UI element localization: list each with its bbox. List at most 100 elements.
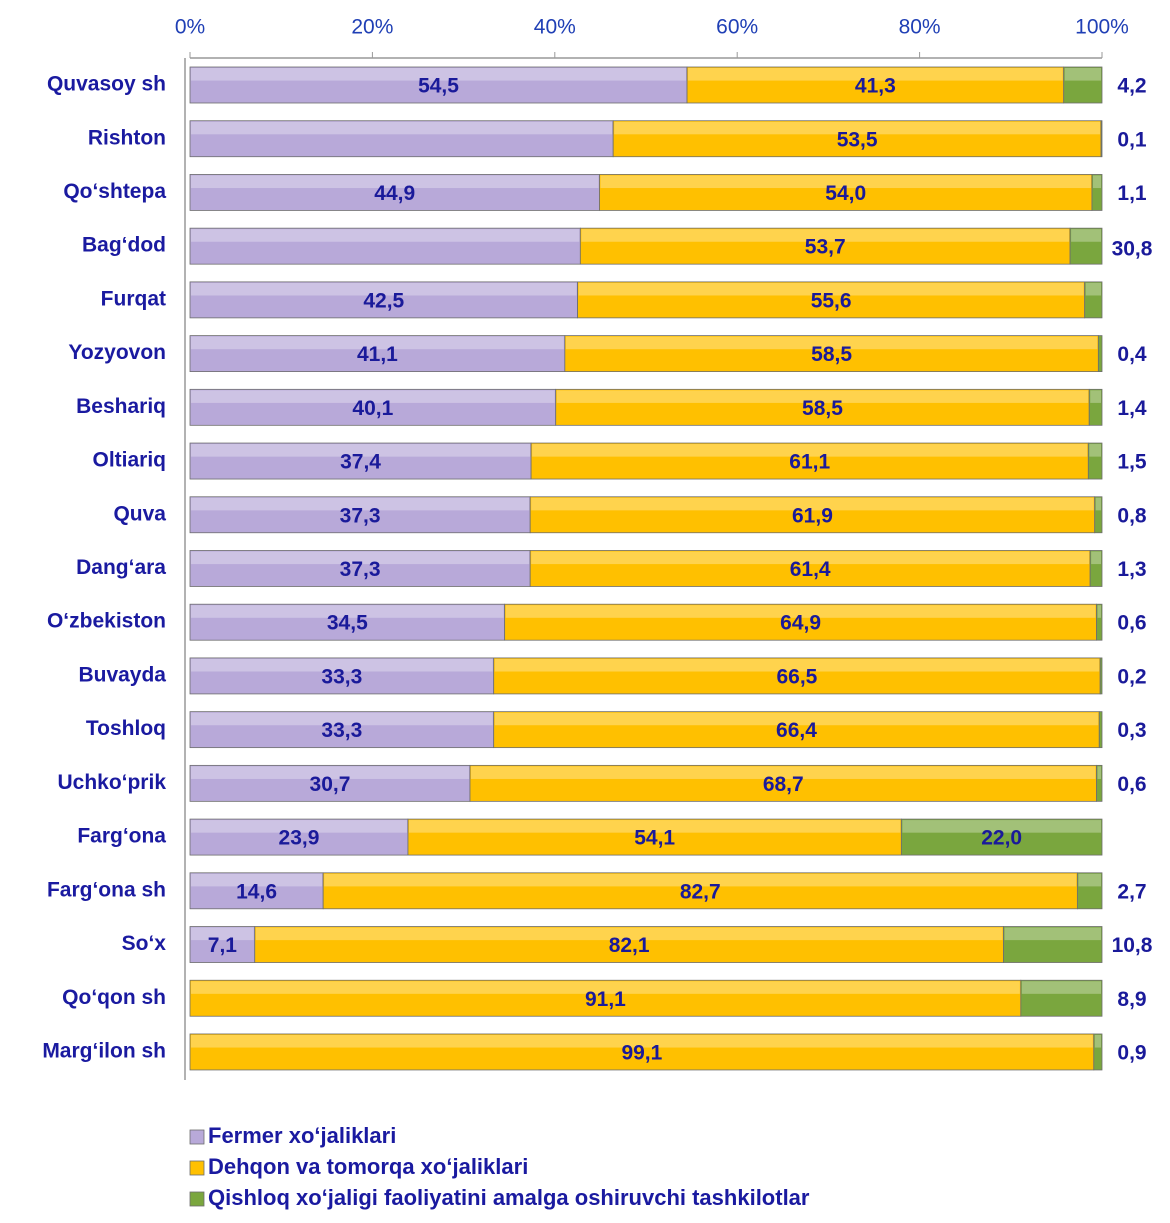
- bar-segment: [407, 818, 902, 856]
- data-label: 68,7: [763, 773, 804, 796]
- bar-highlight: [1064, 68, 1101, 81]
- category-label: Dang‘ara: [76, 556, 166, 579]
- data-label: 58,5: [802, 397, 843, 420]
- bar-segment: [1076, 872, 1103, 910]
- data-label: 66,5: [776, 665, 817, 688]
- data-label: 14,6: [236, 880, 277, 903]
- bar-segment: [322, 872, 1078, 910]
- bar-highlight: [1094, 1034, 1101, 1048]
- data-label: 58,5: [811, 343, 852, 366]
- data-label: 0,6: [1117, 612, 1146, 635]
- bar-segment: [189, 818, 409, 856]
- category-label: Qo‘shtepa: [63, 180, 166, 203]
- data-label: 1,3: [1117, 558, 1146, 581]
- data-label: 54,1: [634, 827, 675, 850]
- bar-highlight: [408, 820, 901, 833]
- bar-highlight: [1097, 605, 1101, 618]
- bar-segment: [599, 174, 1093, 211]
- bar-segment: [254, 926, 1004, 963]
- legend-swatch: [189, 1160, 205, 1176]
- bar-highlight: [1091, 551, 1101, 565]
- data-label: 61,1: [789, 451, 830, 474]
- bar-segment: [189, 872, 324, 910]
- category-label: Farg‘ona sh: [47, 878, 166, 901]
- bar-highlight: [191, 1034, 1093, 1048]
- data-label: 8,9: [1117, 988, 1146, 1011]
- bar-highlight: [531, 551, 1090, 565]
- bar-highlight: [505, 605, 1096, 618]
- data-label: 44,9: [374, 182, 415, 205]
- bar-segment: [900, 818, 1103, 856]
- data-label: 40,1: [352, 397, 393, 420]
- bar-highlight: [191, 121, 613, 135]
- legend-swatch: [189, 1129, 205, 1145]
- bar-highlight: [255, 927, 1003, 941]
- bar-segment: [1063, 66, 1103, 104]
- data-label: 0,3: [1117, 719, 1146, 742]
- data-label: 23,9: [279, 827, 320, 850]
- bar-highlight: [1021, 981, 1101, 994]
- bar-segment: [1091, 174, 1103, 211]
- bar-highlight: [191, 229, 580, 242]
- data-label: 0,8: [1117, 504, 1147, 527]
- bar-highlight: [1078, 873, 1101, 887]
- bar-segment: [1096, 764, 1103, 802]
- bar-highlight: [191, 927, 254, 941]
- bar-segment: [189, 711, 495, 749]
- bar-segment: [555, 388, 1090, 426]
- bar-highlight: [532, 444, 1088, 457]
- x-tick-label: 0%: [175, 16, 205, 39]
- data-label: 1,1: [1117, 182, 1147, 205]
- data-label: 22,0: [981, 827, 1022, 850]
- bar-highlight: [614, 121, 1101, 135]
- bar-highlight: [494, 712, 1099, 726]
- bar-highlight: [191, 712, 493, 726]
- bar-segment: [529, 550, 1091, 587]
- bar-segment: [189, 764, 471, 802]
- bar-segment: [530, 442, 1089, 480]
- bar-highlight: [191, 658, 493, 672]
- bar-segment: [1084, 281, 1103, 319]
- bar-segment: [189, 979, 1022, 1017]
- category-label: Quva: [113, 502, 166, 525]
- bar-segment: [1099, 657, 1103, 695]
- bar-highlight: [600, 175, 1091, 189]
- category-label: Toshloq: [86, 717, 166, 740]
- bar-segment: [1097, 335, 1103, 373]
- data-label: 54,0: [825, 182, 866, 205]
- data-label: 33,3: [321, 719, 362, 742]
- bar-highlight: [191, 605, 504, 618]
- data-label: 55,6: [811, 289, 852, 312]
- data-label: 91,1: [585, 988, 626, 1011]
- x-tick-label: 40%: [534, 16, 576, 39]
- bar-segment: [529, 496, 1096, 534]
- bar-highlight: [688, 68, 1063, 81]
- data-label: 7,1: [208, 934, 238, 957]
- bar-segment: [189, 66, 688, 104]
- bar-highlight: [191, 175, 599, 189]
- bar-highlight: [191, 444, 531, 457]
- bar-segment: [1096, 603, 1103, 641]
- bar-segment: [189, 120, 614, 158]
- bar-highlight: [1092, 175, 1101, 189]
- category-label: O‘zbekiston: [47, 610, 166, 633]
- bar-segment: [612, 120, 1102, 158]
- bar-segment: [189, 550, 531, 587]
- bar-highlight: [191, 551, 530, 565]
- bar-segment: [189, 442, 532, 480]
- legend-swatch: [189, 1191, 205, 1207]
- data-label: 0,4: [1117, 343, 1147, 366]
- category-label: Rishton: [88, 126, 166, 149]
- data-label: 66,4: [776, 719, 817, 742]
- bar-segment: [189, 174, 600, 211]
- x-tick-label: 80%: [899, 16, 941, 39]
- data-label: 1,5: [1117, 451, 1147, 474]
- data-label: 4,2: [1117, 75, 1146, 98]
- category-label: Uchko‘prik: [57, 771, 166, 794]
- bar-segment: [189, 227, 581, 265]
- bar-highlight: [578, 282, 1084, 296]
- bar-highlight: [191, 873, 323, 887]
- bar-segment: [189, 603, 506, 641]
- data-label: 37,4: [340, 451, 381, 474]
